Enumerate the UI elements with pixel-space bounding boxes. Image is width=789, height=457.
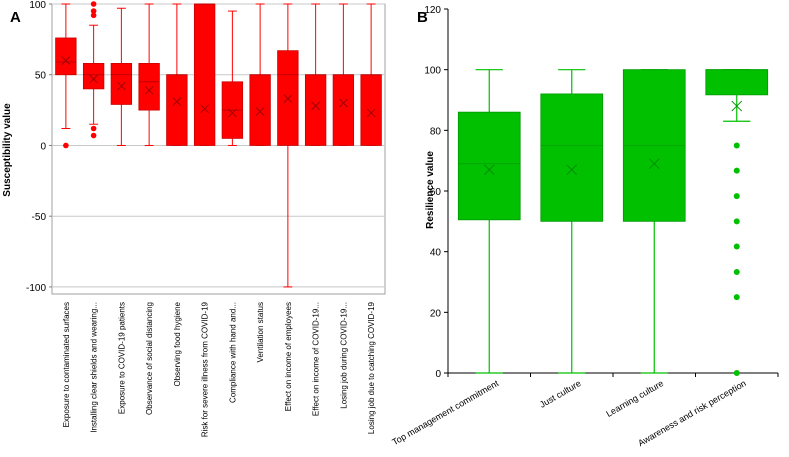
y-tick-label-a: 0 bbox=[40, 141, 46, 152]
mean-marker-b bbox=[731, 100, 743, 112]
category-label-a: Installing clear shields and wearing... bbox=[90, 302, 99, 433]
box-a-12 bbox=[360, 3, 382, 146]
outlier-point-b bbox=[733, 218, 740, 225]
mean-marker-b bbox=[566, 164, 578, 176]
y-tick-label-a: 100 bbox=[29, 0, 46, 11]
category-label-a: Exposure to contaminated surfaces bbox=[62, 302, 71, 427]
box-b-4 bbox=[705, 69, 769, 376]
category-label-b: Top management commitment bbox=[390, 378, 500, 447]
mean-marker-a bbox=[311, 101, 320, 111]
y-tick-label-b: 40 bbox=[430, 248, 442, 259]
category-label-a: Risk for severe illness from COVID-19 bbox=[201, 301, 210, 437]
iqr-box-b bbox=[457, 111, 521, 221]
outlier-point-a bbox=[90, 132, 97, 139]
y-tick-label-b: 80 bbox=[430, 126, 442, 137]
mean-marker-a bbox=[283, 94, 293, 104]
box-a-11 bbox=[332, 3, 355, 146]
box-a-9 bbox=[277, 3, 299, 288]
iqr-box-a bbox=[110, 63, 133, 105]
box-a-10 bbox=[304, 3, 327, 146]
box-a-5 bbox=[166, 3, 188, 146]
category-label-a: Compliance with hand and... bbox=[228, 302, 237, 403]
y-tick-label-a: 50 bbox=[35, 71, 47, 82]
box-a-4 bbox=[138, 3, 160, 146]
y-tick-label-a: -100 bbox=[26, 283, 46, 294]
iqr-box-a bbox=[249, 74, 271, 146]
panel-a-label: A bbox=[10, 9, 21, 26]
box-a-6 bbox=[193, 3, 216, 146]
iqr-box-a bbox=[82, 63, 105, 90]
outlier-point-b bbox=[733, 167, 740, 174]
outlier-point-a bbox=[90, 12, 97, 19]
category-label-a: Losing job due to catching COVID-19 bbox=[367, 301, 376, 434]
iqr-box-a bbox=[166, 74, 188, 146]
box-a-1 bbox=[55, 3, 77, 149]
mean-marker-a bbox=[339, 98, 348, 108]
mean-marker-a bbox=[117, 81, 126, 91]
iqr-box-a bbox=[277, 50, 299, 146]
y-tick-label-b: 0 bbox=[435, 369, 441, 380]
box-b-1 bbox=[457, 69, 521, 374]
category-label-b: Just culture bbox=[538, 378, 583, 410]
mean-marker-a bbox=[200, 104, 209, 114]
category-label-a: Exposure to COVID-19 patients bbox=[117, 302, 126, 414]
iqr-box-a bbox=[360, 74, 382, 146]
outlier-point-b bbox=[733, 142, 740, 149]
category-label-a: Effect on income of employees bbox=[284, 302, 293, 411]
mean-marker-b bbox=[483, 164, 495, 176]
mean-marker-a bbox=[228, 108, 237, 118]
outlier-point-b bbox=[733, 370, 740, 376]
outlier-point-a bbox=[90, 8, 97, 14]
iqr-box-a bbox=[55, 37, 77, 76]
box-b-2 bbox=[540, 69, 604, 374]
iqr-box-b bbox=[705, 69, 769, 96]
y-tick-label-b: 100 bbox=[424, 66, 441, 77]
iqr-box-a bbox=[332, 74, 355, 146]
box-a-2 bbox=[82, 1, 105, 139]
outlier-point-a bbox=[90, 1, 97, 7]
panel-b-label: B bbox=[417, 9, 428, 26]
mean-marker-a bbox=[172, 97, 182, 106]
mean-marker-a bbox=[144, 85, 154, 95]
category-label-a: Observing food hygiene bbox=[173, 301, 182, 386]
y-tick-label-b: 60 bbox=[430, 187, 442, 198]
mean-marker-a bbox=[366, 108, 376, 118]
mean-marker-a bbox=[61, 56, 71, 65]
category-label-a: Ventilation status bbox=[256, 302, 265, 362]
box-a-7 bbox=[221, 10, 244, 146]
plot-area-a bbox=[51, 3, 386, 295]
panel-a-y-axis-label: Susceptibility value bbox=[2, 103, 13, 197]
panel-b: B Resilience value 0 20 40 60 80 100 120 Top ma… bbox=[390, 5, 779, 448]
mean-marker-b bbox=[648, 158, 660, 170]
category-label-a: Observance of social distancing bbox=[145, 302, 154, 415]
mean-marker-a bbox=[89, 74, 98, 84]
y-tick-label-b: 20 bbox=[430, 308, 442, 319]
outlier-point-b bbox=[733, 243, 740, 250]
y-tick-label-a: -50 bbox=[32, 212, 47, 223]
outlier-point-a bbox=[90, 125, 97, 132]
outlier-point-b bbox=[733, 268, 740, 275]
iqr-box-a bbox=[138, 63, 160, 111]
iqr-box-a bbox=[193, 3, 216, 146]
box-a-8 bbox=[249, 3, 271, 146]
outlier-point-b bbox=[733, 294, 740, 301]
outlier-point-b bbox=[733, 193, 740, 200]
category-label-b: Learning culture bbox=[604, 378, 665, 419]
mean-marker-a bbox=[255, 107, 265, 116]
panel-b-y-axis-label: Resilience value bbox=[425, 151, 436, 229]
y-tick-label-b: 120 bbox=[424, 5, 441, 16]
iqr-box-a bbox=[304, 74, 327, 146]
outlier-point-a bbox=[63, 142, 69, 149]
box-b-3 bbox=[622, 69, 686, 374]
box-a-3 bbox=[110, 7, 133, 146]
category-label-a: Losing job during COVID-19... bbox=[339, 302, 348, 409]
iqr-box-b bbox=[540, 93, 604, 222]
panel-a: A Susceptibility value 100 50 0 -50 -100 Expo… bbox=[2, 0, 386, 437]
category-label-a: Effect on income of COVID-19... bbox=[312, 302, 321, 416]
